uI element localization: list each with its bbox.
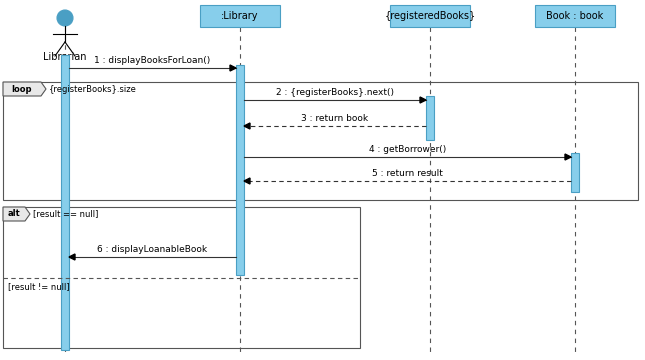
Text: 2 : {registerBooks}.next(): 2 : {registerBooks}.next(): [276, 88, 394, 97]
Polygon shape: [420, 97, 426, 103]
Text: [result == null]: [result == null]: [33, 210, 99, 219]
Bar: [61, 55, 69, 350]
Bar: [535, 5, 615, 27]
Polygon shape: [565, 154, 571, 160]
Text: 6 : displayLoanableBook: 6 : displayLoanableBook: [97, 245, 208, 254]
Bar: [200, 5, 280, 27]
Circle shape: [57, 10, 73, 26]
Polygon shape: [3, 207, 30, 221]
Text: 4 : getBorrower(): 4 : getBorrower(): [369, 145, 446, 154]
Text: :Library: :Library: [221, 11, 259, 21]
Text: Book : book: Book : book: [546, 11, 604, 21]
Text: 5 : return result: 5 : return result: [372, 169, 443, 178]
Text: Librarian: Librarian: [43, 52, 86, 62]
Bar: [236, 65, 244, 275]
Polygon shape: [3, 82, 46, 96]
Polygon shape: [244, 178, 250, 184]
Text: loop: loop: [12, 85, 32, 94]
Text: {registeredBooks}: {registeredBooks}: [384, 11, 475, 21]
Polygon shape: [230, 65, 236, 71]
Text: [result != null]: [result != null]: [8, 282, 70, 291]
Text: alt: alt: [8, 210, 21, 219]
Bar: [426, 96, 434, 140]
Bar: [571, 153, 579, 192]
Bar: [390, 5, 470, 27]
Text: 1 : displayBooksForLoan(): 1 : displayBooksForLoan(): [94, 56, 211, 65]
Text: {registerBooks}.size: {registerBooks}.size: [49, 85, 137, 94]
Polygon shape: [69, 254, 75, 260]
Polygon shape: [244, 123, 250, 129]
Bar: [3, 82, 638, 200]
Bar: [3, 207, 360, 348]
Text: 3 : return book: 3 : return book: [301, 114, 368, 123]
